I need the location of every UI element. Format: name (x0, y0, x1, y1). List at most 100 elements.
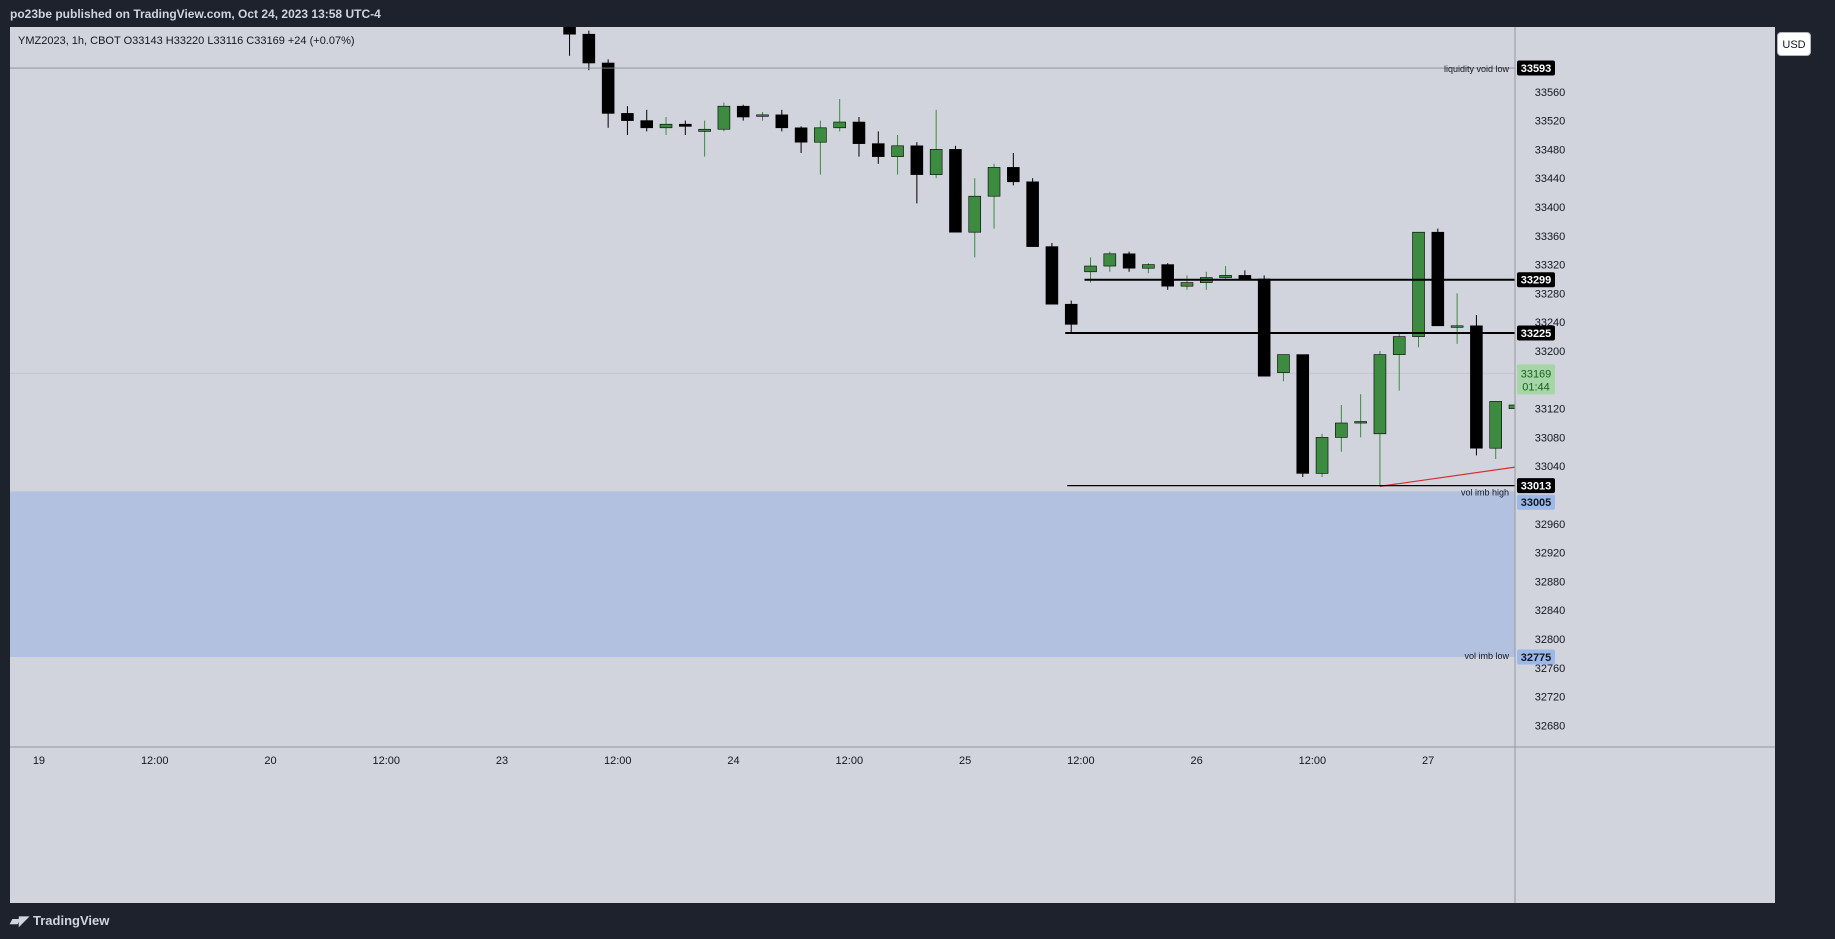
candle-body (891, 145, 904, 157)
candle (717, 102, 731, 132)
y-tick-label: 32720 (1535, 692, 1566, 704)
candle (1219, 266, 1232, 281)
candle-body (601, 62, 615, 114)
last-price-value: 33169 (1521, 368, 1552, 380)
y-tick-label: 33560 (1535, 87, 1566, 99)
x-tick-label: 12:00 (604, 755, 632, 767)
candle-body (698, 128, 711, 132)
candle (775, 109, 789, 132)
candle-body (968, 195, 982, 233)
line-text-label: liquidity void low (1444, 64, 1510, 74)
candle (1354, 394, 1367, 438)
tradingview-logo: ▰◤ TradingView (10, 913, 109, 929)
candle-body (1392, 336, 1406, 355)
candle-body (1277, 354, 1290, 373)
candle-body (1412, 231, 1425, 337)
candle-body (640, 120, 654, 129)
candle-body (717, 105, 731, 130)
candle (698, 120, 711, 157)
tv-logo-text: TradingView (33, 913, 110, 928)
zone-bottom-badge-bg (1517, 649, 1555, 665)
candle (1277, 354, 1290, 382)
candle-body (582, 33, 596, 64)
candle (852, 117, 866, 157)
y-tick-label: 33480 (1535, 144, 1566, 156)
candle (929, 109, 943, 179)
candle-body (1335, 422, 1348, 438)
candle (1315, 433, 1329, 477)
candle (968, 178, 982, 258)
candle (659, 117, 673, 135)
y-tick-label: 33520 (1535, 116, 1566, 128)
footer-bar: ▰◤ TradingView (0, 903, 1835, 939)
y-tick-label: 33120 (1535, 404, 1566, 416)
price-badge-bg (1517, 272, 1555, 288)
candle-body (1180, 282, 1194, 287)
candle-body (1450, 325, 1464, 328)
candle-body (1219, 275, 1232, 278)
chart-area[interactable]: x335603352033480334403340033360333203328… (10, 27, 1775, 903)
y-tick-label: 33320 (1535, 260, 1566, 272)
currency-button[interactable]: USD (1777, 32, 1811, 56)
candle (1103, 251, 1117, 272)
y-tick-label: 32680 (1535, 720, 1566, 732)
candle-body (756, 114, 769, 117)
candle-body (833, 121, 846, 129)
candle (910, 142, 924, 204)
candle (563, 27, 576, 56)
candle (640, 109, 654, 132)
candle (1161, 263, 1174, 290)
x-tick-label: 12:00 (1067, 755, 1095, 767)
candle (756, 111, 769, 121)
y-tick-label: 33360 (1535, 231, 1566, 243)
candle-body (949, 149, 962, 233)
candle-body (1354, 421, 1367, 424)
tv-logo-icon: ▰◤ (10, 913, 29, 928)
price-badge-text: 33593 (1521, 63, 1552, 75)
candle (1257, 275, 1271, 377)
candle (736, 104, 750, 121)
y-tick-label: 32920 (1535, 548, 1566, 560)
y-tick-label: 33400 (1535, 202, 1566, 214)
candle (1335, 405, 1348, 452)
price-badge-bg (1517, 325, 1555, 341)
price-badge-text: 33225 (1521, 328, 1552, 340)
candle-body (987, 167, 1001, 197)
candle (871, 131, 885, 164)
trendline (1379, 466, 1515, 487)
publisher-text: po23be published on TradingView.com, Oct… (10, 7, 381, 21)
x-tick-label: 20 (264, 755, 276, 767)
x-tick-label: 24 (727, 755, 739, 767)
candle (1142, 263, 1155, 274)
x-tick-label: 12:00 (141, 755, 169, 767)
candle (1296, 354, 1310, 477)
zone-bottom-badge-text: 32775 (1521, 652, 1552, 664)
candle (891, 135, 904, 175)
candle-body (1373, 354, 1387, 435)
candle (1470, 315, 1483, 456)
candle-body (1315, 437, 1329, 474)
candle (987, 163, 1001, 229)
x-tick-label: 12:00 (836, 755, 864, 767)
zone-top-badge-text: 33005 (1521, 497, 1552, 509)
candle (601, 59, 615, 128)
candle-body (1122, 253, 1136, 269)
candle-body (679, 123, 692, 127)
candle (1200, 271, 1213, 290)
x-tick-label: 27 (1422, 755, 1434, 767)
y-tick-label: 33040 (1535, 461, 1566, 473)
candle (1007, 153, 1020, 186)
candle (794, 126, 808, 153)
candle (1084, 257, 1097, 283)
candle (1122, 251, 1136, 272)
candle (582, 30, 596, 71)
line-text-label: vol imb low (1464, 651, 1509, 661)
price-badge-bg (1517, 478, 1555, 494)
price-axis-bg (1515, 27, 1775, 903)
price-chart[interactable]: x335603352033480334403340033360333203328… (10, 27, 1775, 903)
price-badge-text: 33013 (1521, 481, 1552, 493)
candle (1489, 401, 1502, 459)
candle (1431, 228, 1445, 327)
last-price-countdown: 01:44 (1522, 381, 1550, 393)
symbol-legend[interactable]: YMZ2023, 1h, CBOT O33143 H33220 L33116 C… (18, 35, 355, 47)
